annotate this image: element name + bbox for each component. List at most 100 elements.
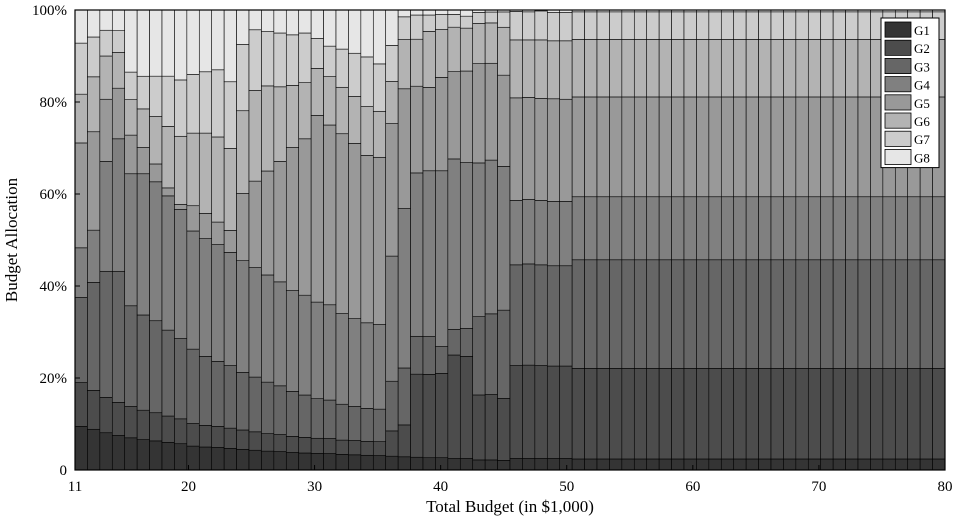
bar-segment-g4-x75 — [870, 196, 884, 261]
bar-segment-g6-x46 — [509, 39, 523, 99]
bar-segment-g4-x44 — [484, 159, 498, 315]
bar-segment-g5-x61 — [696, 96, 710, 198]
bar-segment-g3-x31 — [323, 399, 337, 439]
bar-segment-g2-x57 — [646, 368, 660, 460]
bar-segment-g3-x12 — [87, 282, 101, 391]
bar-segment-g8-x23 — [223, 9, 237, 83]
bar-segment-g8-x15 — [124, 9, 138, 73]
bar-segment-g7-x42 — [459, 15, 474, 29]
axes-layer — [74, 9, 946, 471]
bar-segment-g4-x41 — [447, 158, 461, 330]
bar-segment-g3-x53 — [596, 259, 610, 369]
bar-segment-g6-x53 — [596, 39, 610, 98]
bar-segment-g1-x55 — [621, 458, 635, 471]
bar-segment-g8-x29 — [298, 9, 312, 34]
bar-segment-g3-x63 — [720, 259, 735, 369]
bar-segment-g8-x20 — [186, 9, 200, 75]
bar-segment-g4-x35 — [372, 324, 387, 410]
bar-segment-g4-x30 — [310, 301, 324, 400]
bar-segment-g4-x68 — [783, 196, 797, 261]
bar-segment-g2-x50 — [559, 365, 573, 459]
bar-segment-g5-x50 — [559, 98, 573, 202]
bar-segment-g4-x20 — [186, 230, 200, 350]
bar-segment-g2-x26 — [261, 433, 275, 452]
bar-segment-g6-x13 — [99, 55, 113, 100]
bar-segment-g2-x70 — [807, 368, 822, 460]
bar-segment-g5-x70 — [807, 96, 822, 198]
bar-segment-g6-x17 — [149, 116, 163, 165]
bar-segment-g2-x52 — [584, 368, 598, 460]
bar-segment-g7-x56 — [633, 11, 648, 40]
bar-segment-g2-x41 — [447, 354, 461, 459]
bar-segment-g7-x54 — [609, 11, 623, 40]
bar-segment-g6-x32 — [335, 86, 349, 135]
bar-segment-g5-x19 — [174, 204, 188, 210]
bar-segment-g5-x13 — [99, 98, 113, 162]
bar-segment-g6-x45 — [497, 26, 511, 76]
bar-segment-g5-x55 — [621, 96, 635, 198]
bar-segment-g2-x25 — [248, 431, 262, 451]
bar-segment-g1-x30 — [310, 453, 324, 471]
bar-segment-g6-x49 — [546, 40, 561, 100]
bar-segment-g7-x39 — [422, 14, 436, 32]
bar-segment-g7-x69 — [795, 11, 809, 40]
bar-segment-g6-x55 — [621, 39, 635, 98]
bar-segment-g5-x23 — [223, 230, 237, 253]
x-tick-label: 11 — [68, 479, 82, 495]
bar-segment-g1-x15 — [124, 437, 138, 471]
bar-segment-g3-x43 — [472, 316, 486, 396]
bar-segment-g6-x18 — [161, 126, 175, 189]
bar-segment-g2-x36 — [385, 430, 399, 457]
bar-segment-g6-x54 — [609, 39, 623, 98]
bar-segment-g1-x64 — [733, 458, 747, 471]
bar-segment-g1-x61 — [696, 458, 710, 471]
bar-segment-g3-x51 — [571, 259, 585, 369]
bar-segment-g8-x30 — [310, 9, 324, 39]
bar-segment-g2-x17 — [149, 412, 163, 442]
bar-segment-g3-x48 — [534, 264, 548, 366]
bar-segment-g5-x26 — [261, 170, 275, 276]
bar-segment-g3-x66 — [758, 259, 772, 369]
bar-segment-g4-x54 — [609, 196, 623, 261]
bar-segment-g3-x60 — [683, 259, 697, 369]
bar-segment-g5-x16 — [136, 147, 150, 175]
bar-segment-g7-x24 — [236, 44, 250, 112]
bar-segment-g3-x20 — [186, 348, 200, 424]
bar-segment-g7-x35 — [372, 63, 387, 112]
y-tick-label: 100% — [32, 3, 67, 19]
bar-segment-g5-x45 — [497, 74, 511, 167]
bar-segment-g8-x28 — [285, 9, 300, 36]
bar-segment-g7-x66 — [758, 11, 772, 40]
bar-segment-g5-x18 — [161, 187, 175, 197]
bar-segment-g5-x43 — [472, 63, 486, 164]
bar-segment-g4-x76 — [882, 196, 896, 261]
bar-segment-g4-x32 — [335, 313, 349, 405]
bar-segment-g8-x36 — [385, 9, 399, 46]
bar-segment-g5-x42 — [459, 70, 474, 163]
bar-segment-g1-x31 — [323, 453, 337, 471]
bar-segment-g2-x72 — [832, 368, 846, 460]
legend-swatch-g6 — [884, 112, 912, 129]
bar-segment-g4-x12 — [87, 229, 101, 283]
bar-segment-g7-x11 — [74, 42, 88, 95]
bar-segment-g2-x47 — [522, 364, 536, 459]
bar-segment-g7-x50 — [559, 12, 573, 42]
bar-segment-g7-x34 — [360, 56, 374, 107]
bar-segment-g7-x65 — [745, 11, 759, 40]
bar-segment-g4-x66 — [758, 196, 772, 261]
bar-segment-g5-x30 — [310, 115, 324, 303]
bar-segment-g1-x79 — [919, 458, 933, 471]
bar-segment-g4-x48 — [534, 200, 548, 266]
bar-segment-g1-x38 — [410, 456, 424, 471]
bar-segment-g5-x40 — [435, 77, 449, 172]
bar-segment-g6-x33 — [348, 96, 362, 144]
bar-segment-g7-x13 — [99, 29, 113, 57]
bar-segment-g3-x42 — [459, 328, 474, 357]
bar-segment-g3-x54 — [609, 259, 623, 369]
bar-segment-g2-x71 — [820, 368, 834, 460]
bar-segment-g2-x56 — [633, 368, 648, 460]
bar-segment-g4-x11 — [74, 247, 88, 298]
bar-segment-g7-x48 — [534, 10, 548, 41]
bar-segment-g2-x49 — [546, 365, 561, 459]
bar-segment-g1-x23 — [223, 448, 237, 471]
